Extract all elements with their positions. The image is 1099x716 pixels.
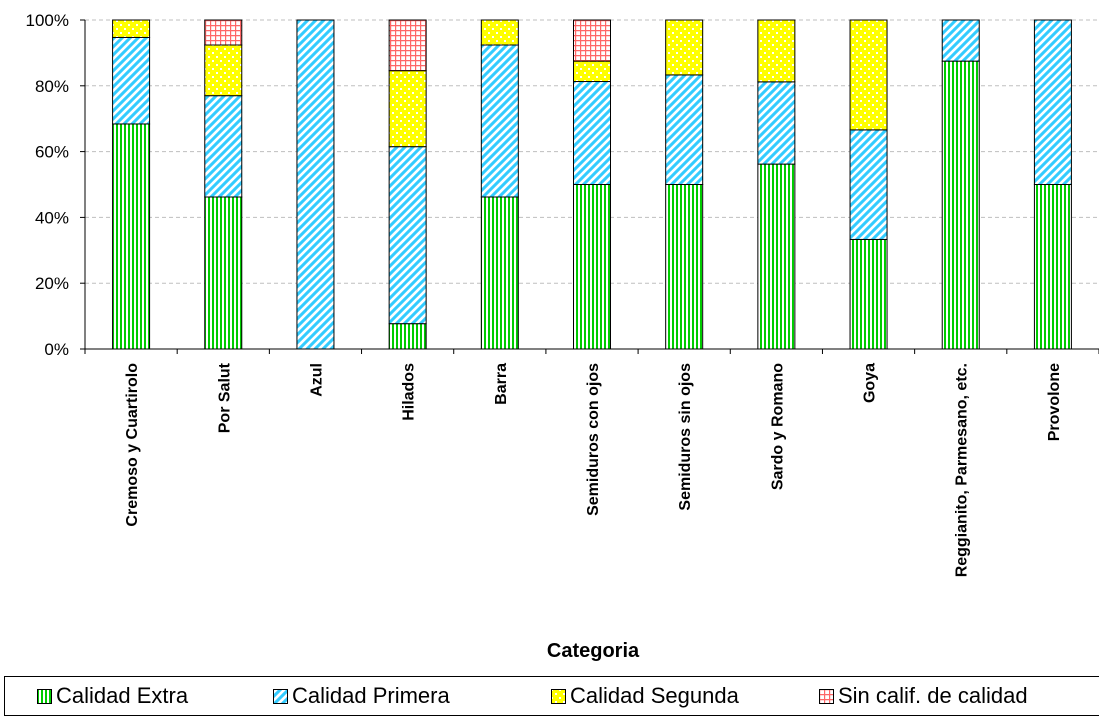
- bar-segment: [204, 196, 243, 350]
- bar-segment: [1033, 19, 1072, 185]
- legend-label: Calidad Extra: [56, 683, 189, 708]
- y-tick-label: 0%: [44, 340, 69, 359]
- category-label: Sardo y Romano: [769, 363, 786, 490]
- bar-segment: [941, 19, 980, 62]
- category-label: Azul: [308, 363, 325, 397]
- bar-segment: [849, 129, 888, 240]
- category-label: Barra: [493, 363, 510, 405]
- x-tick-labels: Cremoso y Cuartirolo Por Salut Azul Hilados…: [124, 362, 1063, 577]
- legend-item: Calidad Primera: [273, 683, 450, 709]
- y-tick-label: 80%: [35, 77, 69, 96]
- legend-swatch: [273, 688, 288, 704]
- bar-segment: [204, 44, 243, 97]
- legend-label: Calidad Primera: [292, 683, 450, 708]
- bar-segment: [388, 19, 427, 72]
- x-axis-title: Categoria: [547, 640, 640, 662]
- bar-segment: [388, 323, 427, 350]
- bar-segment: [941, 60, 980, 350]
- bar-segment: [665, 184, 704, 350]
- bars: [112, 19, 1072, 350]
- legend-label: Calidad Segunda: [570, 683, 739, 708]
- y-tick-label: 40%: [35, 208, 69, 227]
- bar-segment: [112, 36, 151, 125]
- category-label: Goya: [862, 363, 879, 403]
- legend-swatch: [37, 688, 52, 704]
- category-label: Provolone: [1046, 363, 1063, 441]
- bar-segment: [573, 60, 611, 83]
- bar-segment: [757, 81, 796, 165]
- bar-segment: [388, 70, 427, 148]
- bar-segment: [849, 238, 888, 350]
- bar-segment: [573, 184, 611, 350]
- legend: Calidad Extra Calidad Primera Calidad Segu…: [4, 676, 1099, 716]
- y-tick-label: 20%: [35, 274, 69, 293]
- bar-segment: [204, 19, 243, 46]
- bar-segment: [204, 95, 243, 198]
- category-label: Semiduros sin ojos: [677, 363, 694, 511]
- category-label: Reggianito, Parmesano, etc.: [954, 363, 971, 577]
- y-tick-label: 100%: [26, 11, 69, 30]
- bar-segment: [665, 19, 704, 76]
- y-tick-label: 60%: [35, 143, 69, 162]
- bar-segment: [480, 196, 519, 350]
- category-label: Hilados: [401, 363, 418, 421]
- bar-segment: [757, 19, 796, 83]
- axes: [80, 19, 1099, 354]
- bar-segment: [296, 19, 335, 350]
- legend-label: Sin calif. de calidad: [838, 683, 1028, 708]
- legend-item: Sin calif. de calidad: [819, 683, 1028, 709]
- category-label: Por Salut: [216, 362, 233, 433]
- bar-segment: [757, 163, 796, 350]
- legend-item: Calidad Segunda: [551, 683, 739, 709]
- legend-swatch: [819, 688, 834, 704]
- stacked-bar-chart: 0% 20% 40% 60% 80% 100% Cremoso y Cuartirolo P…: [26, 11, 1099, 662]
- bar-segment: [480, 19, 519, 46]
- category-label: Cremoso y Cuartirolo: [124, 363, 141, 527]
- bar-segment: [573, 19, 611, 62]
- category-label: Semiduros con ojos: [585, 363, 602, 516]
- bar-segment: [112, 19, 151, 38]
- legend-item: Calidad Extra: [37, 683, 188, 709]
- bar-segment: [388, 146, 427, 325]
- bar-segment: [849, 19, 888, 131]
- bar-segment: [480, 44, 519, 198]
- bar-segment: [112, 123, 151, 350]
- bar-segment: [573, 81, 611, 185]
- y-tick-labels: 0% 20% 40% 60% 80% 100%: [26, 11, 69, 359]
- legend-swatch: [551, 688, 566, 704]
- bar-segment: [665, 74, 704, 185]
- bar-segment: [1033, 184, 1072, 350]
